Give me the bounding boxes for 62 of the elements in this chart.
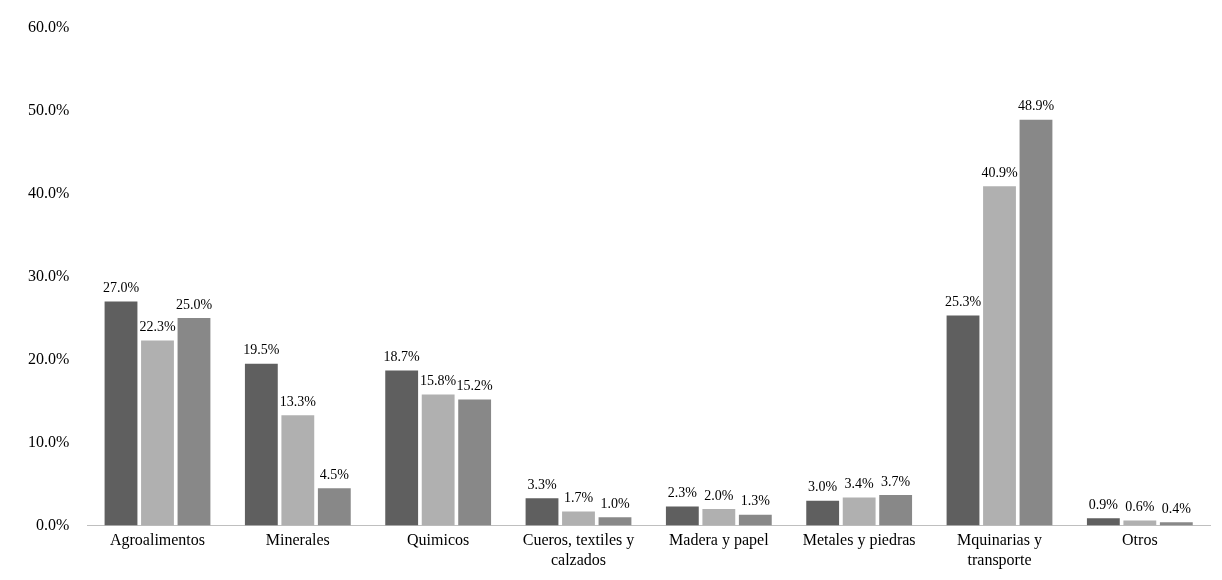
data-label: 1.0% — [600, 495, 630, 511]
bar — [946, 315, 980, 526]
x-tick-label: Agroalimentos — [109, 531, 206, 550]
data-label: 3.7% — [881, 473, 911, 489]
data-label: 1.7% — [563, 490, 594, 506]
bar — [562, 511, 595, 526]
data-label: 40.9% — [981, 164, 1018, 180]
x-tick-label: Otros — [1122, 531, 1158, 549]
data-label: 15.8% — [420, 373, 457, 389]
data-label: 3.0% — [808, 479, 838, 495]
y-tick-label: 10.0% — [28, 432, 70, 450]
data-label: 4.5% — [319, 466, 350, 482]
data-label: 15.2% — [456, 378, 494, 394]
bar — [458, 399, 492, 526]
y-tick-label: 0.0% — [36, 515, 70, 533]
y-tick-label: 20.0% — [28, 349, 70, 367]
x-tick-label: Quimicos — [407, 531, 470, 549]
data-label: 3.3% — [527, 476, 557, 492]
y-tick-label: 50.0% — [28, 100, 70, 118]
data-label: 0.9% — [1088, 496, 1119, 512]
bar — [385, 370, 419, 526]
bar — [738, 514, 772, 526]
bar — [141, 340, 174, 526]
data-label: 48.9% — [1017, 98, 1055, 114]
bar — [806, 500, 840, 526]
x-tick-label: Metales y piedras — [802, 531, 916, 550]
bar — [1086, 518, 1120, 526]
data-label: 0.4% — [1161, 500, 1192, 516]
data-label: 18.7% — [383, 349, 421, 365]
data-label: 1.3% — [740, 493, 771, 509]
bar — [665, 506, 699, 526]
bar — [421, 394, 455, 526]
bar — [842, 497, 876, 526]
data-label: 0.6% — [1125, 499, 1155, 515]
bar — [177, 318, 211, 526]
data-label: 2.3% — [667, 485, 698, 501]
bar — [281, 415, 315, 526]
data-label: 19.5% — [243, 342, 280, 358]
bar — [598, 517, 632, 526]
data-label: 3.4% — [844, 476, 875, 492]
bar — [879, 494, 913, 526]
x-tick-label: Mquinarias y transporte — [957, 531, 1042, 569]
y-tick-label: 60.0% — [28, 17, 70, 35]
x-tick-label: Madera y papel — [669, 531, 770, 550]
x-tick-label: Minerales — [265, 531, 330, 549]
data-label: 22.3% — [139, 319, 176, 335]
bar — [983, 186, 1016, 526]
bar — [244, 363, 278, 526]
data-label: 25.0% — [175, 296, 213, 312]
bar — [1159, 522, 1193, 526]
bar — [702, 509, 736, 526]
x-tick-label: Cueros, textiles y calzados — [522, 531, 635, 568]
bar — [1019, 119, 1053, 526]
data-label: 13.3% — [279, 393, 317, 409]
data-label: 27.0% — [102, 280, 140, 296]
y-tick-label: 30.0% — [28, 266, 70, 284]
bar — [317, 488, 351, 526]
data-label: 2.0% — [704, 487, 734, 503]
bar — [525, 498, 559, 526]
y-tick-label: 40.0% — [28, 183, 70, 201]
bar — [104, 301, 138, 526]
data-label: 25.3% — [944, 294, 982, 310]
